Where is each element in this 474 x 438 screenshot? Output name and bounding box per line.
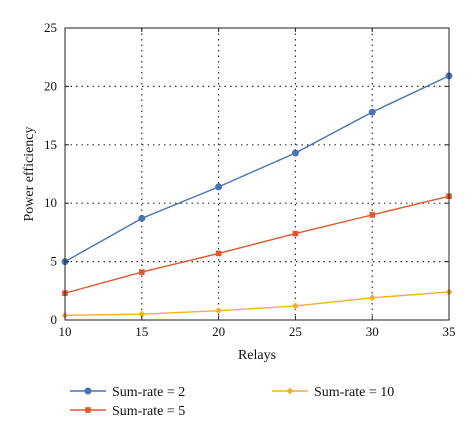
data-point — [291, 302, 299, 310]
y-tick-label: 20 — [44, 78, 57, 93]
data-point — [291, 149, 299, 157]
data-point — [369, 212, 375, 218]
plot-frame — [64, 27, 450, 321]
axis-ticks: 10 15 20 25 30 35 0 5 10 15 20 25 — [44, 20, 456, 339]
legend-label: Sum-rate = 10 — [314, 385, 394, 400]
legend-swatch-marker — [286, 387, 294, 395]
data-point — [368, 294, 376, 302]
x-tick-label: 10 — [59, 324, 72, 339]
x-tick-label: 25 — [289, 324, 302, 339]
y-tick-label: 5 — [51, 254, 58, 269]
series-line — [64, 75, 450, 263]
x-tick-label: 20 — [212, 324, 225, 339]
legend-label: Sum-rate = 2 — [112, 385, 185, 400]
y-tick-label: 0 — [51, 312, 58, 327]
data-point — [215, 183, 223, 191]
x-tick-label: 35 — [443, 324, 456, 339]
data-point — [215, 250, 222, 257]
legend-swatch-marker — [84, 387, 92, 395]
x-axis-label: Relays — [238, 348, 276, 363]
data-point — [215, 307, 223, 315]
data-point — [138, 310, 146, 318]
series-layer — [61, 72, 453, 319]
data-point — [368, 108, 376, 116]
x-tick-label: 15 — [135, 324, 148, 339]
y-tick-label: 15 — [44, 137, 57, 152]
y-axis-label: Power efficiency — [22, 127, 37, 222]
x-tick-label: 30 — [366, 324, 379, 339]
series-line — [64, 291, 450, 317]
legend-swatch-marker — [85, 407, 91, 413]
legend: Sum-rate = 2 Sum-rate = 5 Sum-rate = 10 — [70, 385, 394, 419]
data-point — [139, 269, 145, 275]
data-point — [292, 230, 299, 237]
data-point — [138, 214, 146, 222]
y-tick-label: 25 — [44, 20, 57, 35]
y-tick-label: 10 — [44, 195, 57, 210]
legend-label: Sum-rate = 5 — [112, 404, 185, 419]
series-line — [64, 195, 450, 294]
grid-lines — [65, 28, 449, 320]
